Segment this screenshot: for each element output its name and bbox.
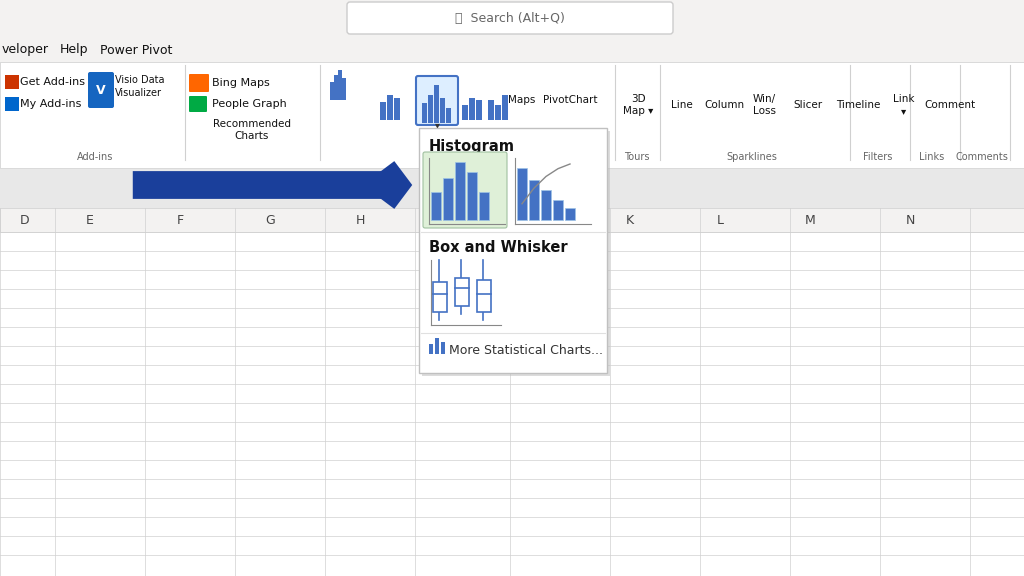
Bar <box>0 62 1024 168</box>
Bar <box>0 232 1024 576</box>
Text: M: M <box>805 214 815 226</box>
Text: Add-ins: Add-ins <box>77 152 114 162</box>
Bar <box>342 78 345 100</box>
Bar <box>446 108 451 123</box>
Bar <box>0 38 1024 62</box>
FancyBboxPatch shape <box>189 96 207 112</box>
Bar <box>441 342 445 354</box>
Text: H: H <box>355 214 365 226</box>
Text: My Add-ins  ▾: My Add-ins ▾ <box>20 99 94 109</box>
Bar <box>435 338 439 354</box>
FancyBboxPatch shape <box>88 72 114 108</box>
Text: D: D <box>20 214 30 226</box>
Bar <box>0 208 1024 232</box>
Text: Column: Column <box>703 100 744 110</box>
Bar <box>495 105 501 120</box>
Bar <box>479 192 489 220</box>
Text: Box and Whisker: Box and Whisker <box>429 241 567 256</box>
Bar <box>517 168 527 220</box>
FancyBboxPatch shape <box>189 74 209 92</box>
Bar <box>443 178 453 220</box>
Bar <box>338 70 341 100</box>
Text: ▾: ▾ <box>434 120 439 130</box>
Bar <box>488 100 494 120</box>
Text: E: E <box>86 214 94 226</box>
Text: L: L <box>717 214 724 226</box>
Bar <box>455 162 465 220</box>
Bar <box>394 98 399 120</box>
Bar <box>440 98 445 123</box>
Text: Win/
Loss: Win/ Loss <box>753 94 775 116</box>
Text: F: F <box>176 214 183 226</box>
Text: Histogram: Histogram <box>429 138 515 153</box>
Text: People Graph: People Graph <box>212 99 287 109</box>
Text: Bing Maps: Bing Maps <box>212 78 269 88</box>
Bar <box>476 100 481 120</box>
Text: Sparklines: Sparklines <box>727 152 777 162</box>
Text: Timeline: Timeline <box>836 100 881 110</box>
Text: G: G <box>265 214 274 226</box>
Bar <box>553 200 563 220</box>
Text: ⌕  Search (Alt+Q): ⌕ Search (Alt+Q) <box>455 12 565 25</box>
Text: N: N <box>905 214 914 226</box>
FancyBboxPatch shape <box>416 76 458 125</box>
Bar <box>422 103 427 123</box>
Text: veloper: veloper <box>2 44 49 56</box>
Text: J: J <box>558 214 562 226</box>
Text: Visio Data: Visio Data <box>115 75 165 85</box>
Bar <box>502 95 508 120</box>
Text: Slicer: Slicer <box>794 100 822 110</box>
Bar <box>334 75 338 100</box>
Bar <box>462 105 468 120</box>
Text: Link
▾: Link ▾ <box>893 94 914 116</box>
Bar <box>434 85 439 123</box>
Bar <box>429 344 433 354</box>
Bar <box>529 180 539 220</box>
Bar <box>433 282 447 312</box>
Text: Links: Links <box>920 152 944 162</box>
Bar <box>467 172 477 220</box>
Text: Help: Help <box>60 44 88 56</box>
Text: Filters: Filters <box>863 152 893 162</box>
Text: PivotChart: PivotChart <box>543 95 597 105</box>
Bar <box>0 0 1024 38</box>
Text: Visualizer: Visualizer <box>115 88 162 98</box>
Bar <box>419 128 607 373</box>
Bar <box>469 98 474 120</box>
Bar <box>422 131 610 376</box>
Text: Power Pivot: Power Pivot <box>100 44 172 56</box>
Bar <box>455 278 469 306</box>
Text: Get Add-ins: Get Add-ins <box>20 77 85 87</box>
Text: 3D
Map ▾: 3D Map ▾ <box>623 94 653 116</box>
Text: Line: Line <box>671 100 693 110</box>
Text: Recommended
Charts: Recommended Charts <box>213 119 291 141</box>
Bar <box>5 75 19 89</box>
FancyBboxPatch shape <box>423 152 507 228</box>
Bar <box>330 82 334 100</box>
Text: Tours: Tours <box>625 152 650 162</box>
Bar <box>431 192 441 220</box>
FancyBboxPatch shape <box>347 2 673 34</box>
Text: Maps: Maps <box>508 95 536 105</box>
Bar <box>380 102 385 120</box>
Bar <box>5 97 19 111</box>
Text: V: V <box>96 84 105 97</box>
Bar <box>428 95 433 123</box>
Bar <box>541 190 551 220</box>
Text: Comments: Comments <box>955 152 1009 162</box>
Bar <box>565 208 575 220</box>
Bar <box>387 95 392 120</box>
Text: More Statistical Charts...: More Statistical Charts... <box>449 343 603 357</box>
Text: Comment: Comment <box>925 100 976 110</box>
Bar <box>477 280 490 312</box>
Text: K: K <box>626 214 634 226</box>
